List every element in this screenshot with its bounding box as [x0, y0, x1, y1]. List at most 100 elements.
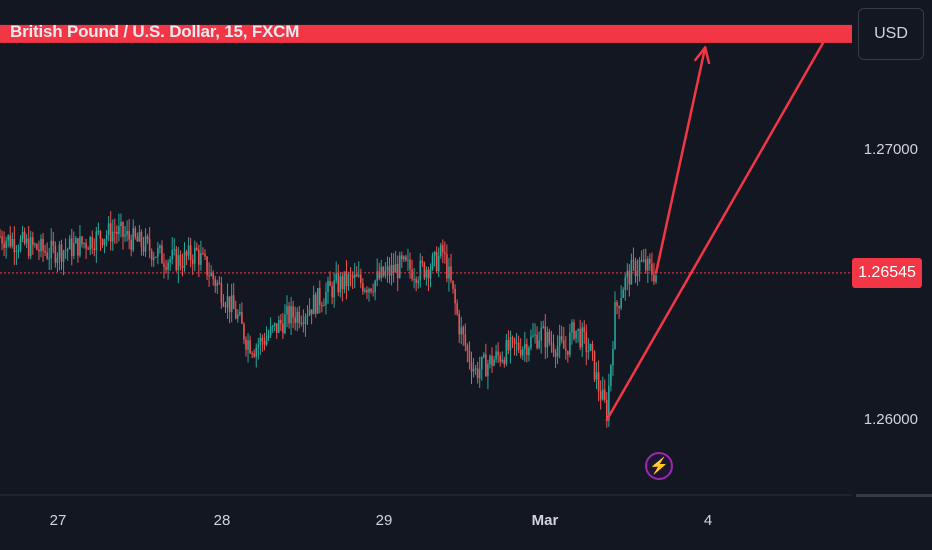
candle-175 [357, 274, 360, 277]
candle-318 [651, 263, 653, 275]
candle-23 [46, 252, 48, 259]
candle-138 [282, 323, 284, 334]
candle-218 [446, 254, 448, 279]
candle-38 [77, 238, 79, 256]
candle-306 [626, 270, 629, 278]
candle-147 [300, 322, 303, 324]
candle-99 [202, 253, 204, 255]
candle-235 [480, 356, 483, 370]
candle-54 [109, 223, 112, 242]
candle-108 [220, 283, 223, 303]
candle-131 [267, 335, 270, 338]
candle-26 [52, 240, 55, 246]
candle-158 [323, 305, 325, 307]
candle-100 [204, 253, 206, 257]
candle-92 [187, 245, 190, 256]
candle-287 [587, 350, 590, 352]
candle-74 [150, 250, 153, 260]
candle-209 [427, 269, 430, 279]
candle-297 [608, 385, 610, 421]
candle-208 [425, 269, 428, 278]
candle-293 [599, 391, 602, 400]
candle-86 [175, 248, 178, 271]
candle-171 [349, 274, 352, 276]
candle-181 [370, 288, 372, 292]
candle-60 [122, 222, 124, 237]
candle-210 [429, 268, 432, 279]
candle-130 [265, 337, 268, 345]
candle-163 [333, 280, 335, 298]
candle-245 [501, 359, 504, 362]
candle-166 [339, 276, 342, 293]
candle-290 [593, 350, 596, 380]
candle-294 [601, 389, 604, 400]
candle-225 [460, 327, 463, 335]
target-arrow [654, 46, 707, 275]
candle-262 [536, 334, 538, 348]
candle-125 [255, 347, 258, 357]
candle-127 [259, 337, 262, 345]
candle-77 [157, 248, 159, 257]
candle-183 [374, 280, 376, 293]
candle-269 [550, 342, 553, 345]
candle-157 [321, 305, 323, 307]
candle-263 [538, 340, 540, 348]
candle-279 [571, 322, 573, 333]
candle-48 [97, 231, 100, 233]
candle-261 [534, 334, 536, 336]
candle-8 [15, 251, 18, 253]
candle-310 [634, 260, 637, 277]
candle-281 [575, 330, 577, 339]
candle-151 [308, 309, 311, 315]
candle-280 [573, 322, 575, 339]
candle-193 [394, 264, 397, 273]
candle-134 [273, 323, 276, 327]
candle-305 [624, 277, 627, 290]
candle-276 [565, 348, 567, 351]
candle-89 [181, 266, 184, 268]
currency-button[interactable]: USD [858, 8, 924, 60]
candle-165 [337, 273, 340, 293]
candle-177 [362, 283, 364, 292]
candle-230 [470, 362, 473, 372]
candle-28 [56, 257, 59, 263]
candle-75 [152, 257, 155, 260]
candle-240 [491, 355, 493, 366]
candle-207 [423, 263, 426, 278]
time-scroll-bar[interactable] [856, 494, 932, 497]
candle-301 [616, 302, 618, 307]
candle-296 [606, 399, 608, 421]
candle-87 [177, 254, 180, 271]
candle-139 [284, 314, 286, 334]
candle-107 [218, 282, 221, 284]
candle-16 [32, 237, 34, 245]
candle-12 [23, 232, 26, 244]
candle-65 [132, 228, 135, 250]
candle-98 [200, 253, 202, 265]
candle-270 [552, 344, 555, 353]
candle-200 [409, 259, 411, 270]
candle-185 [378, 271, 381, 279]
candle-5 [9, 235, 12, 247]
candle-315 [644, 259, 647, 271]
candle-58 [118, 226, 120, 235]
candle-113 [230, 295, 233, 312]
candle-117 [239, 311, 241, 315]
candle-202 [413, 279, 415, 281]
candle-211 [431, 255, 434, 269]
candle-30 [60, 244, 63, 262]
candle-173 [353, 274, 356, 279]
arrow-head [694, 46, 711, 65]
candle-137 [280, 320, 282, 324]
candle-255 [521, 348, 524, 356]
candle-299 [612, 348, 614, 366]
candle-84 [171, 249, 173, 260]
candle-190 [388, 266, 391, 276]
candle-243 [497, 351, 499, 356]
lightning-icon[interactable]: ⚡ [645, 452, 673, 480]
resistance-zone[interactable] [0, 24, 852, 43]
candle-231 [472, 369, 475, 372]
candle-215 [439, 245, 442, 257]
candle-70 [142, 246, 145, 252]
